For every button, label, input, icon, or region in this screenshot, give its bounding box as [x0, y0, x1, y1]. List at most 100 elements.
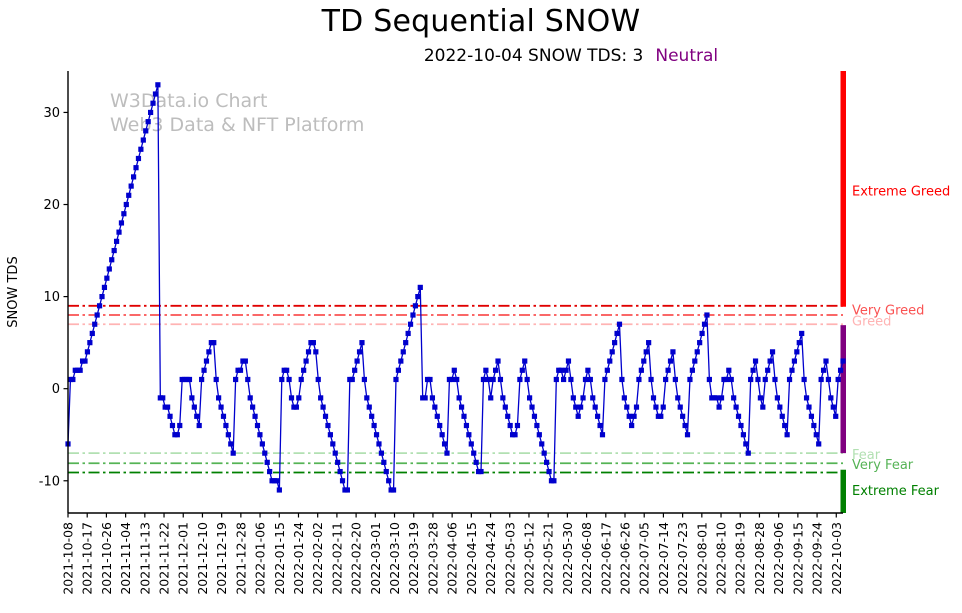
x-tick-label: 2021-10-26: [99, 522, 114, 595]
data-point: [203, 358, 210, 364]
data-point: [101, 284, 108, 290]
x-tick-label: 2022-06-08: [579, 522, 594, 595]
data-point: [293, 404, 299, 410]
data-point: [694, 349, 700, 355]
x-tick-label: 2022-07-05: [637, 522, 652, 595]
y-tick-label: 30: [43, 106, 60, 121]
data-point: [237, 367, 244, 373]
data-point: [386, 478, 392, 484]
data-point: [614, 330, 620, 337]
data-point: [303, 358, 309, 364]
data-point: [82, 358, 88, 364]
data-point: [381, 459, 387, 465]
data-point: [643, 349, 649, 355]
data-point: [806, 404, 812, 410]
data-point: [395, 367, 402, 373]
data-point: [818, 376, 824, 383]
data-point: [580, 395, 586, 401]
data-point: [254, 422, 261, 429]
data-point: [152, 91, 159, 97]
data-point: [801, 376, 807, 383]
x-tick-label: 2022-03-19: [406, 522, 421, 595]
data-point: [823, 358, 829, 364]
data-point: [276, 487, 282, 493]
x-tick-label: 2022-08-10: [714, 522, 729, 595]
data-point: [536, 432, 542, 438]
data-point: [113, 238, 120, 244]
data-point: [626, 413, 632, 419]
data-point: [332, 450, 338, 456]
data-point: [429, 395, 436, 401]
y-tick-label: 0: [52, 382, 60, 397]
data-point: [767, 358, 773, 364]
x-tick-label: 2022-02-02: [310, 522, 325, 595]
data-point: [96, 303, 103, 309]
data-point: [473, 459, 479, 465]
data-point: [77, 367, 83, 373]
x-tick-label: 2022-05-30: [560, 522, 575, 595]
data-point: [352, 367, 358, 373]
data-point: [364, 395, 370, 401]
data-point: [653, 404, 659, 410]
data-point: [604, 367, 610, 373]
x-tick-label: 2022-03-10: [387, 522, 402, 595]
x-tick-label: 2022-04-06: [445, 522, 460, 595]
x-tick-label: 2022-04-24: [483, 522, 498, 595]
x-tick-label: 2022-03-01: [368, 522, 383, 595]
data-point: [177, 422, 183, 429]
data-point: [748, 376, 754, 383]
colorbar-segment-extreme-greed: [840, 71, 846, 307]
data-point: [199, 376, 205, 383]
x-tick-label: 2022-09-24: [810, 522, 825, 595]
data-point: [514, 422, 521, 429]
data-point: [116, 229, 122, 235]
data-point: [563, 367, 569, 373]
data-point: [439, 432, 445, 438]
data-point: [194, 413, 200, 419]
data-point: [716, 404, 722, 410]
x-tick-label: 2021-12-19: [214, 522, 229, 595]
data-point: [495, 358, 501, 364]
data-point: [213, 376, 219, 383]
data-point: [558, 367, 564, 373]
data-point: [585, 367, 591, 373]
data-point: [87, 340, 93, 346]
data-point: [699, 330, 705, 337]
data-point: [820, 367, 827, 373]
data-point: [133, 165, 139, 171]
data-point: [189, 395, 195, 401]
x-tick-label: 2022-03-28: [425, 522, 440, 595]
data-point: [223, 422, 229, 429]
status-badge: Neutral: [655, 46, 719, 66]
x-tick-label: 2022-01-24: [291, 522, 306, 595]
data-point: [706, 376, 712, 383]
x-tick-label: 2022-05-03: [502, 522, 517, 595]
data-point: [286, 376, 292, 383]
data-point: [128, 183, 134, 189]
data-point: [794, 349, 800, 355]
data-point: [211, 340, 217, 346]
data-point: [738, 422, 744, 429]
data-point: [94, 312, 100, 318]
x-tick-label: 2022-08-19: [733, 522, 748, 595]
data-point: [296, 395, 302, 401]
data-point: [250, 404, 256, 410]
data-point: [126, 192, 132, 198]
data-point: [463, 422, 470, 429]
data-point: [573, 404, 579, 410]
data-point: [451, 367, 457, 373]
data-point: [561, 376, 567, 383]
data-point: [680, 413, 686, 419]
data-point: [660, 404, 666, 410]
data-point: [646, 340, 652, 346]
data-point: [816, 441, 822, 447]
x-tick-label: 2022-02-11: [329, 522, 344, 595]
data-point: [796, 340, 802, 346]
data-point: [595, 413, 601, 419]
data-point: [335, 459, 341, 465]
data-point: [670, 349, 676, 355]
data-point: [92, 321, 98, 327]
data-point: [731, 395, 737, 401]
